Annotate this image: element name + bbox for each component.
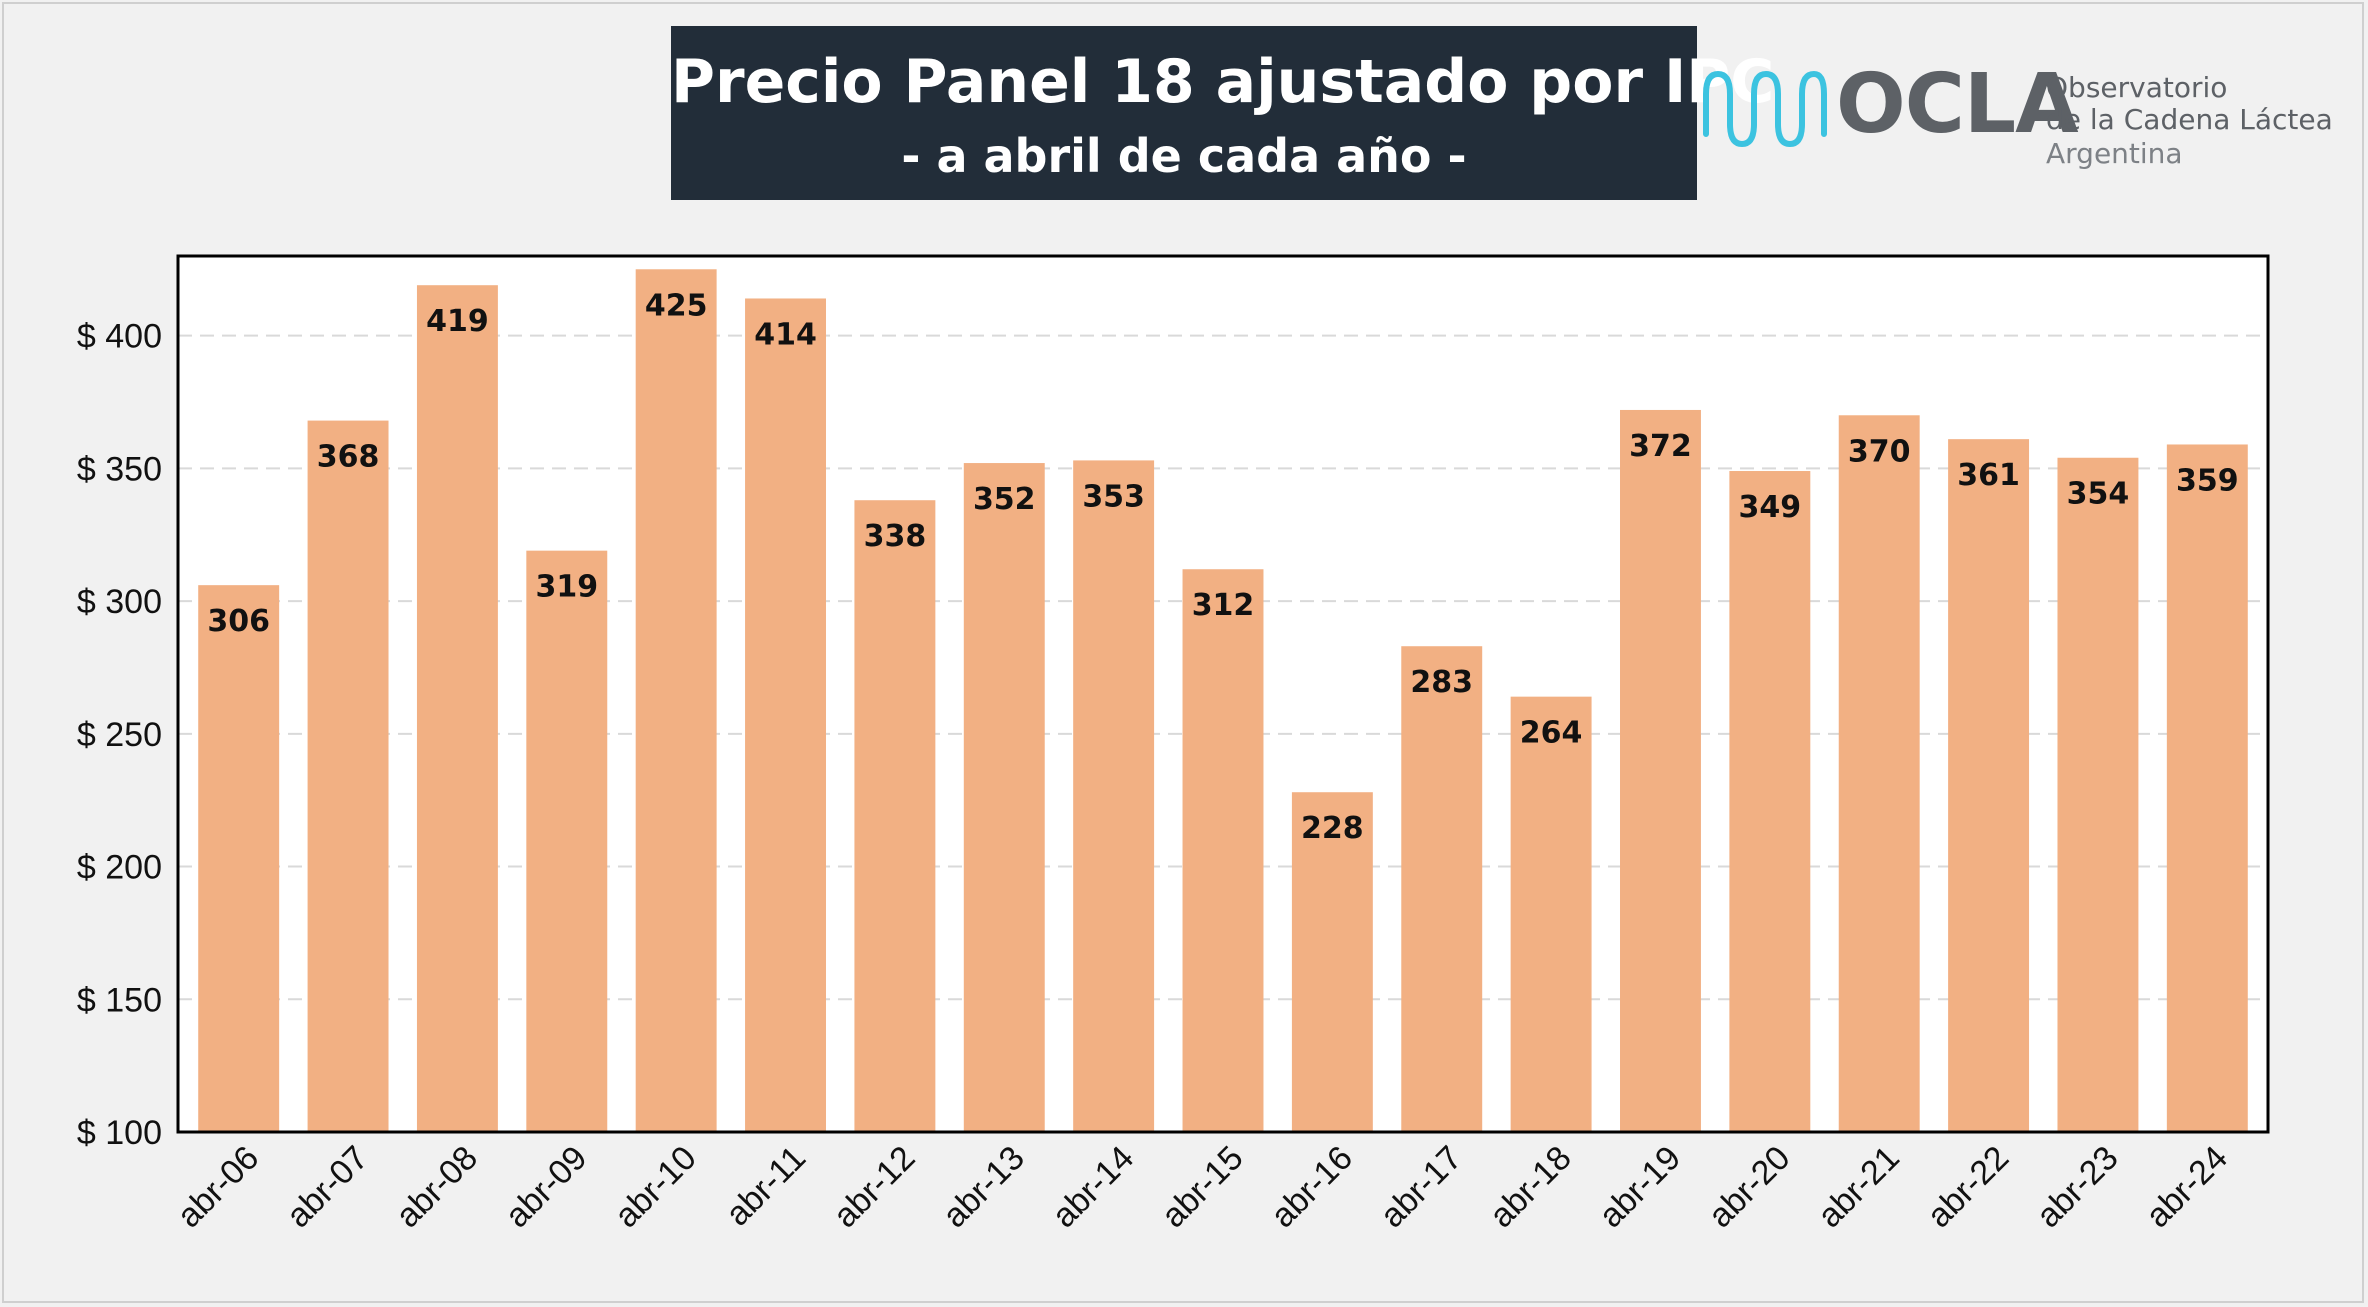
bar xyxy=(526,550,608,1132)
x-tick-label: abr-14 xyxy=(1045,1139,1141,1235)
x-tick-label: abr-21 xyxy=(1811,1139,1907,1235)
logo-wordmark: OCLA xyxy=(1836,57,2079,152)
bar xyxy=(635,269,717,1133)
x-tick-label: abr-12 xyxy=(826,1139,922,1235)
y-tick-label: $ 200 xyxy=(77,849,162,887)
title-banner: Precio Panel 18 ajustado por IPC - a abr… xyxy=(671,26,1775,200)
x-tick-label: abr-09 xyxy=(498,1139,594,1235)
y-tick-label: $ 100 xyxy=(77,1114,162,1152)
x-tick-label: abr-19 xyxy=(1592,1139,1688,1235)
x-tick-label: abr-18 xyxy=(1482,1139,1578,1235)
x-axis: abr-06 abr-07 abr-08 abr-09 abr-10 abr-11 abr-… xyxy=(170,1139,2235,1235)
y-tick-label: $ 400 xyxy=(77,318,162,356)
data-label: 359 xyxy=(2176,463,2239,498)
x-tick-label: abr-07 xyxy=(279,1139,375,1235)
logo-line-1: Observatorio xyxy=(2046,71,2228,104)
bars: 306 368 419 319 425 414 338 352 353 312 228 283 264 3… xyxy=(198,269,2248,1133)
x-tick-label: abr-13 xyxy=(936,1139,1032,1235)
x-tick-label: abr-17 xyxy=(1373,1139,1469,1235)
data-label: 312 xyxy=(1192,588,1255,623)
x-tick-label: abr-08 xyxy=(389,1139,485,1235)
logo-line-3: Argentina xyxy=(2046,137,2183,170)
bar xyxy=(307,420,389,1133)
bar xyxy=(745,298,826,1132)
x-tick-label: abr-23 xyxy=(2029,1139,2125,1235)
bar xyxy=(416,285,498,1132)
y-tick-label: $ 150 xyxy=(77,981,162,1019)
bar xyxy=(854,500,936,1133)
data-label: 353 xyxy=(1082,479,1145,514)
data-label: 361 xyxy=(1957,458,2020,493)
data-label: 349 xyxy=(1739,490,1802,525)
x-tick-label: abr-16 xyxy=(1264,1139,1360,1235)
bar xyxy=(1182,569,1264,1132)
x-tick-label: abr-20 xyxy=(1701,1139,1797,1235)
bar xyxy=(1291,792,1373,1132)
wave-icon xyxy=(1703,70,1827,148)
data-label: 264 xyxy=(1520,716,1583,751)
bar xyxy=(198,585,280,1132)
y-axis: $ 100 $ 150 $ 200 $ 250 $ 300 $ 350 $ 400 xyxy=(77,318,162,1152)
bar xyxy=(1073,460,1155,1132)
x-tick-label: abr-10 xyxy=(607,1139,703,1235)
data-label: 319 xyxy=(535,570,598,605)
x-tick-label: abr-15 xyxy=(1154,1139,1250,1235)
bar xyxy=(1510,696,1592,1132)
bar xyxy=(1729,471,1811,1132)
chart-subtitle: - a abril de cada año - xyxy=(901,129,1467,183)
x-tick-label: abr-22 xyxy=(1920,1139,2016,1235)
plot-border xyxy=(176,254,2270,1134)
bar xyxy=(2166,444,2248,1132)
bar xyxy=(2057,457,2139,1132)
data-label: 352 xyxy=(973,482,1036,517)
bar xyxy=(1401,646,1483,1132)
ocla-logo: OCLA Observatorio de la Cadena Láctea Ar… xyxy=(1700,57,2340,178)
x-tick-label: abr-11 xyxy=(719,1139,814,1234)
data-label: 354 xyxy=(2067,477,2130,512)
data-label: 419 xyxy=(426,304,489,339)
data-label: 370 xyxy=(1848,434,1911,469)
y-tick-label: $ 300 xyxy=(77,583,162,621)
data-label: 414 xyxy=(754,317,817,352)
data-label: 368 xyxy=(317,440,380,475)
x-tick-label: abr-24 xyxy=(2139,1139,2235,1235)
x-tick-label: abr-06 xyxy=(170,1139,266,1235)
data-label: 283 xyxy=(1410,665,1473,700)
logo-line-2: de la Cadena Láctea xyxy=(2046,103,2333,136)
bar xyxy=(1838,415,1920,1133)
y-tick-label: $ 250 xyxy=(77,716,162,754)
bar xyxy=(963,463,1045,1132)
bar xyxy=(1948,439,2030,1132)
data-label: 338 xyxy=(864,519,927,554)
chart-title: Precio Panel 18 ajustado por IPC xyxy=(671,47,1775,117)
data-label: 425 xyxy=(645,288,708,323)
data-label: 228 xyxy=(1301,811,1364,846)
data-label: 372 xyxy=(1629,429,1692,464)
y-tick-label: $ 350 xyxy=(77,450,162,488)
bar xyxy=(1620,409,1701,1132)
data-label: 306 xyxy=(207,604,270,639)
